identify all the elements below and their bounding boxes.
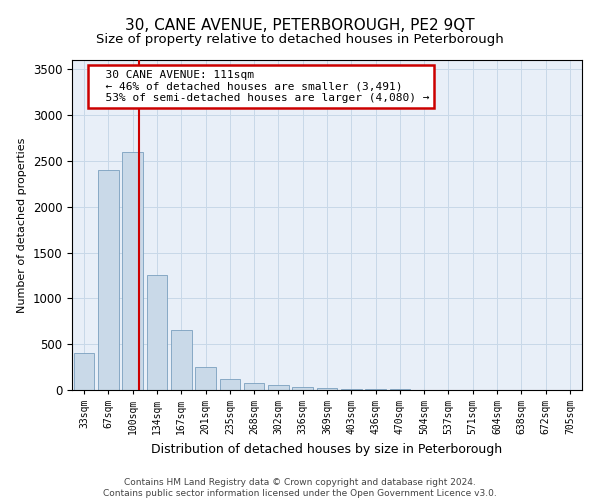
Bar (146, 276, 167, 390)
Text: Size of property relative to detached houses in Peterborough: Size of property relative to detached ho… (96, 32, 504, 46)
Bar (268, 385, 289, 390)
Bar (317, 388, 337, 390)
Text: Contains HM Land Registry data © Crown copyright and database right 2024.
Contai: Contains HM Land Registry data © Crown c… (103, 478, 497, 498)
X-axis label: Distribution of detached houses by size in Peterborough: Distribution of detached houses by size … (151, 442, 503, 456)
Bar (244, 382, 265, 390)
Bar (195, 367, 216, 390)
Text: 30, CANE AVENUE, PETERBOROUGH, PE2 9QT: 30, CANE AVENUE, PETERBOROUGH, PE2 9QT (125, 18, 475, 32)
Bar (292, 387, 313, 390)
Bar (74, 354, 94, 390)
Bar (341, 389, 362, 390)
Bar (171, 330, 191, 390)
Y-axis label: Number of detached properties: Number of detached properties (17, 138, 27, 312)
Bar (122, 152, 143, 390)
Bar (98, 170, 119, 390)
Text: 30 CANE AVENUE: 111sqm
  ← 46% of detached houses are smaller (3,491)
  53% of s: 30 CANE AVENUE: 111sqm ← 46% of detached… (92, 70, 430, 103)
Bar (220, 379, 240, 390)
